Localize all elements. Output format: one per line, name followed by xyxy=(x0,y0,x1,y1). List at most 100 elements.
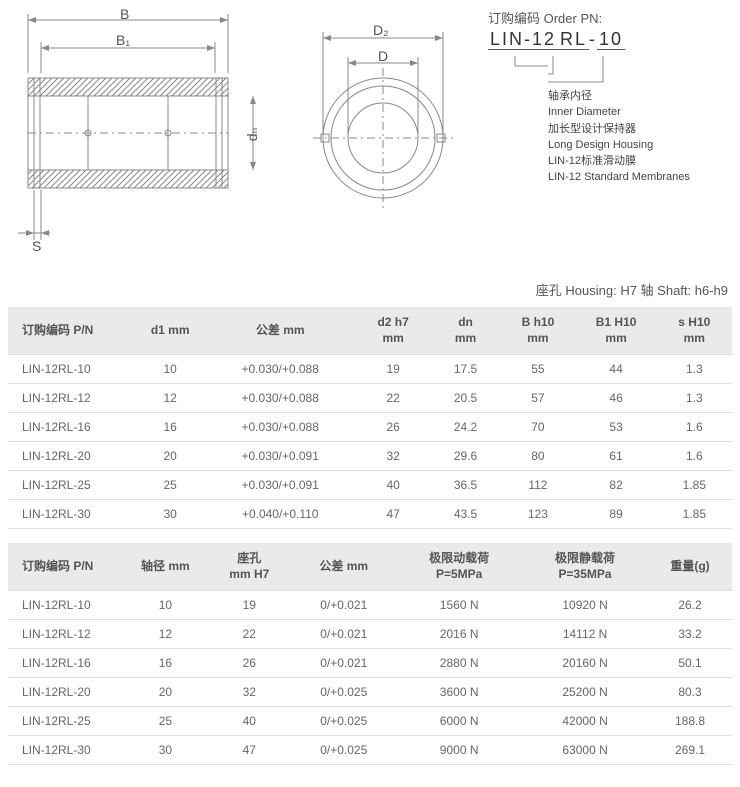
table-row: LIN-12RL-1010190/+0.0211560 N10920 N26.2 xyxy=(8,591,732,620)
table-cell: 57 xyxy=(500,384,575,413)
table-row: LIN-12RL-1616+0.030/+0.0882624.270531.6 xyxy=(8,413,732,442)
table-cell: 19 xyxy=(356,355,431,384)
col-header: 座孔mm H7 xyxy=(207,543,291,591)
table-cell: 30 xyxy=(135,500,205,529)
label-S: S xyxy=(32,238,41,254)
table-cell: 42000 N xyxy=(522,707,648,736)
table-row: LIN-12RL-2525+0.030/+0.0914036.5112821.8… xyxy=(8,471,732,500)
label-B: B xyxy=(120,6,129,22)
table-cell: 0/+0.021 xyxy=(291,591,396,620)
pn-bracket-lines xyxy=(488,56,738,86)
spec-table-2: 订购编码 P/N轴径 mm座孔mm H7公差 mm极限动载荷P=5MPa极限静载… xyxy=(8,543,732,765)
table-cell: LIN-12RL-16 xyxy=(8,413,135,442)
order-pn-title: 订购编码 Order PN: xyxy=(488,8,738,27)
table-cell: 22 xyxy=(356,384,431,413)
table-cell: 10920 N xyxy=(522,591,648,620)
table-cell: 1.85 xyxy=(657,500,732,529)
pn-desc-1-en: Long Design Housing xyxy=(548,138,738,152)
table-cell: 44 xyxy=(576,355,657,384)
table-cell: 12 xyxy=(123,620,207,649)
table-row: LIN-12RL-2525400/+0.0256000 N42000 N188.… xyxy=(8,707,732,736)
col-header: dnmm xyxy=(431,307,501,355)
col-header: 轴径 mm xyxy=(123,543,207,591)
col-header: 公差 mm xyxy=(205,307,356,355)
table-cell: 32 xyxy=(356,442,431,471)
table-cell: 19 xyxy=(207,591,291,620)
table-cell: 10 xyxy=(135,355,205,384)
table-cell: 26 xyxy=(207,649,291,678)
table-cell: 29.6 xyxy=(431,442,501,471)
table-cell: 9000 N xyxy=(396,736,522,765)
table-cell: LIN-12RL-30 xyxy=(8,500,135,529)
table-cell: 47 xyxy=(207,736,291,765)
table-row: LIN-12RL-1212+0.030/+0.0882220.557461.3 xyxy=(8,384,732,413)
table-cell: 89 xyxy=(576,500,657,529)
col-header: d1 mm xyxy=(135,307,205,355)
pn-descriptions: 轴承内径 Inner Diameter 加长型设计保持器 Long Design… xyxy=(548,89,738,185)
table-cell: 1.6 xyxy=(657,413,732,442)
table-row: LIN-12RL-2020+0.030/+0.0913229.680611.6 xyxy=(8,442,732,471)
housing-note: 座孔 Housing: H7 轴 Shaft: h6-h9 xyxy=(8,280,728,299)
table-cell: 53 xyxy=(576,413,657,442)
pn-desc-2-cn: LIN-12标准滑动膜 xyxy=(548,154,738,168)
col-header: 极限静载荷P=35MPa xyxy=(522,543,648,591)
table-cell: 55 xyxy=(500,355,575,384)
table-cell: 22 xyxy=(207,620,291,649)
table-cell: +0.030/+0.091 xyxy=(205,471,356,500)
table-cell: 17.5 xyxy=(431,355,501,384)
table-cell: LIN-12RL-10 xyxy=(8,355,135,384)
pn-desc-1-cn: 加长型设计保持器 xyxy=(548,122,738,136)
table-cell: LIN-12RL-20 xyxy=(8,442,135,471)
table-row: LIN-12RL-1212220/+0.0212016 N14112 N33.2 xyxy=(8,620,732,649)
order-pn-code: LIN-12RL-10 xyxy=(488,29,738,50)
table-cell: LIN-12RL-12 xyxy=(8,620,123,649)
table-cell: +0.040/+0.110 xyxy=(205,500,356,529)
drawing-svg xyxy=(8,8,478,268)
table-cell: 26 xyxy=(356,413,431,442)
table-cell: 61 xyxy=(576,442,657,471)
table-cell: 20.5 xyxy=(431,384,501,413)
table-cell: 0/+0.025 xyxy=(291,707,396,736)
table-cell: 16 xyxy=(135,413,205,442)
table-cell: 12 xyxy=(135,384,205,413)
table-cell: 50.1 xyxy=(648,649,732,678)
label-D: D xyxy=(378,48,388,64)
table-cell: 43.5 xyxy=(431,500,501,529)
table-cell: 188.8 xyxy=(648,707,732,736)
table-row: LIN-12RL-1010+0.030/+0.0881917.555441.3 xyxy=(8,355,732,384)
table-cell: 1.6 xyxy=(657,442,732,471)
table-cell: 1.3 xyxy=(657,384,732,413)
table-cell: 1.85 xyxy=(657,471,732,500)
table-cell: 1.3 xyxy=(657,355,732,384)
col-header: 订购编码 P/N xyxy=(8,307,135,355)
table-cell: 2016 N xyxy=(396,620,522,649)
table-cell: 82 xyxy=(576,471,657,500)
table-cell: 269.1 xyxy=(648,736,732,765)
table-cell: 25 xyxy=(123,707,207,736)
table-cell: 63000 N xyxy=(522,736,648,765)
table-cell: 33.2 xyxy=(648,620,732,649)
table-cell: 16 xyxy=(123,649,207,678)
pn-desc-0-en: Inner Diameter xyxy=(548,105,738,119)
table-cell: LIN-12RL-16 xyxy=(8,649,123,678)
col-header: B h10mm xyxy=(500,307,575,355)
table-cell: 40 xyxy=(356,471,431,500)
table-cell: 0/+0.021 xyxy=(291,649,396,678)
table-cell: LIN-12RL-12 xyxy=(8,384,135,413)
table-cell: 26.2 xyxy=(648,591,732,620)
table-cell: 6000 N xyxy=(396,707,522,736)
table-cell: 40 xyxy=(207,707,291,736)
table-cell: 25 xyxy=(135,471,205,500)
table-cell: +0.030/+0.088 xyxy=(205,413,356,442)
top-section: B B₁ D₂ D dₙ S 订购编码 Order PN: LIN-12RL-1… xyxy=(8,8,732,268)
col-header: 重量(g) xyxy=(648,543,732,591)
col-header: 订购编码 P/N xyxy=(8,543,123,591)
table-cell: 80 xyxy=(500,442,575,471)
table-cell: +0.030/+0.088 xyxy=(205,355,356,384)
table-cell: LIN-12RL-10 xyxy=(8,591,123,620)
col-header: B1 H10mm xyxy=(576,307,657,355)
table-row: LIN-12RL-3030+0.040/+0.1104743.5123891.8… xyxy=(8,500,732,529)
table-cell: 24.2 xyxy=(431,413,501,442)
table-cell: LIN-12RL-25 xyxy=(8,471,135,500)
table-cell: +0.030/+0.088 xyxy=(205,384,356,413)
